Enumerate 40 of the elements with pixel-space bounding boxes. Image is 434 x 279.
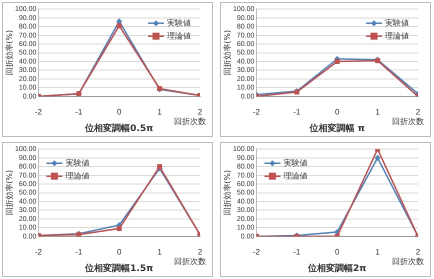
x-tick-label: 0 xyxy=(116,107,122,116)
legend-label: 理論値 xyxy=(65,171,90,180)
x-tick-label: -1 xyxy=(75,247,83,256)
text: 回折次数 xyxy=(392,257,424,266)
x-tick-label: 0 xyxy=(116,247,122,256)
x-tick-label: 2 xyxy=(416,247,421,256)
legend-label: 実験値 xyxy=(283,158,308,168)
text: 回折次数 xyxy=(174,257,206,266)
x-axis-title: 位相変調幅1.5π xyxy=(84,263,154,274)
y-axis-title: 回折効率(%) xyxy=(223,30,232,76)
x-tick-label: 2 xyxy=(416,107,421,116)
x-tick-label: 1 xyxy=(375,247,380,256)
x-tick-label: -1 xyxy=(293,107,301,116)
x-tick-label: 0 xyxy=(334,247,340,256)
y-axis-title: 回折効率(%) xyxy=(223,170,232,216)
x-tick-label: 1 xyxy=(157,247,162,256)
text: 回折次数 xyxy=(174,117,206,126)
legend-label: 理論値 xyxy=(283,171,308,180)
x-axis-title: 位相変調幅0.5π xyxy=(84,123,154,134)
legend-label: 理論値 xyxy=(167,31,191,40)
x-tick-label: -2 xyxy=(34,247,43,256)
x-tick-label: 1 xyxy=(157,107,162,116)
x-tick-label: 0 xyxy=(334,107,340,116)
x-axis-title: 位相変調幅 π xyxy=(308,123,365,134)
x-tick-label: 1 xyxy=(375,107,380,116)
x-tick-label: 2 xyxy=(198,107,203,116)
legend-label: 理論値 xyxy=(385,31,409,40)
y-axis-title: 回折効率(%) xyxy=(5,170,14,216)
legend-label: 実験値 xyxy=(385,18,409,28)
x-tick-label: -1 xyxy=(293,247,301,256)
legend-label: 実験値 xyxy=(65,158,90,168)
x-tick-label: -2 xyxy=(252,247,261,256)
x-tick-label: -1 xyxy=(75,107,83,116)
x-axis-title: 位相変調幅2π xyxy=(307,263,366,274)
x-tick-label: -2 xyxy=(252,107,261,116)
x-tick-label: -2 xyxy=(34,107,43,116)
text: 回折次数 xyxy=(392,117,424,126)
legend-label: 実験値 xyxy=(167,18,191,28)
y-axis-title: 回折効率(%) xyxy=(5,30,14,76)
x-tick-label: 2 xyxy=(198,247,203,256)
